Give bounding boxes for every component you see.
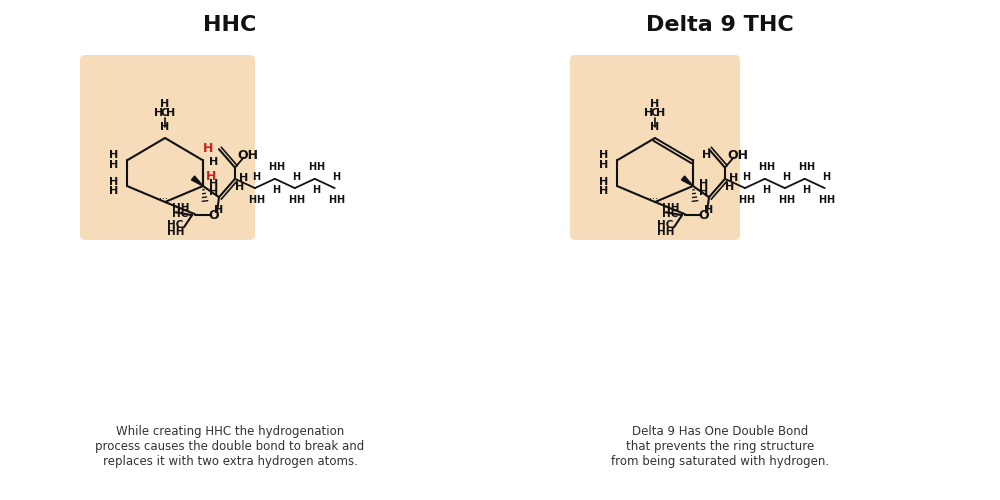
Text: H: H [818,195,826,205]
Text: OH: OH [238,149,258,162]
Text: H: H [599,160,608,170]
Text: HC: HC [662,209,678,219]
Text: H: H [209,158,218,168]
Text: H: H [766,162,774,172]
Text: H: H [599,186,608,196]
Text: H: H [154,108,164,118]
Text: H: H [328,195,336,205]
Text: H: H [160,99,170,109]
Text: H: H [798,162,806,172]
Text: H: H [256,195,264,205]
Text: H: H [312,186,320,196]
Text: H: H [109,150,118,160]
Text: H: H [826,195,834,205]
FancyBboxPatch shape [570,55,740,240]
Text: H: H [292,172,300,181]
Text: H: H [203,142,213,155]
Text: Delta 9 THC: Delta 9 THC [646,15,794,35]
Text: H: H [206,170,216,182]
Text: H: H [296,195,304,205]
Text: H: H [336,195,344,205]
Text: H: H [806,162,814,172]
Text: H: H [316,162,324,172]
Text: HH: HH [172,203,190,213]
Text: H: H [109,177,118,187]
Text: H: H [276,162,284,172]
Text: H: H [109,186,118,196]
Text: H: H [599,150,608,160]
Text: H: H [599,177,608,187]
Text: C: C [651,108,659,118]
Text: HH: HH [167,227,185,237]
Text: While creating HHC the hydrogenation
process causes the double bond to break and: While creating HHC the hydrogenation pro… [95,425,365,468]
Text: H: H [268,162,276,172]
Text: H: H [209,187,218,197]
Text: H: H [786,195,794,205]
Text: H: H [725,182,735,192]
Text: H: H [214,205,224,215]
Text: H: H [699,179,708,189]
Text: H: H [166,108,176,118]
Text: H: H [650,99,660,109]
Text: HC: HC [172,209,188,219]
Text: H: H [738,195,746,205]
Text: C: C [161,108,169,118]
Text: ···: ··· [160,194,168,204]
Polygon shape [191,176,203,186]
Text: H: H [644,108,654,118]
Text: H: H [109,160,118,170]
Text: HH: HH [662,203,680,213]
Text: HC: HC [167,220,183,230]
Text: H: H [239,172,249,182]
Text: H: H [332,172,340,181]
Text: H: H [702,150,711,160]
Text: H: H [822,172,830,181]
Polygon shape [681,176,693,186]
Text: HC: HC [657,220,673,230]
FancyBboxPatch shape [80,55,255,240]
Text: O: O [699,208,709,222]
Text: H: H [742,172,750,181]
Text: H: H [235,182,245,192]
Text: HHC: HHC [203,15,257,35]
Text: H: H [729,172,739,182]
Text: O: O [209,208,219,222]
Text: H: H [758,162,766,172]
Text: H: H [308,162,316,172]
Text: H: H [778,195,786,205]
Text: ···: ··· [650,194,658,204]
Text: H: H [802,186,810,196]
Text: H: H [746,195,754,205]
Text: H: H [288,195,296,205]
Text: H: H [782,172,790,181]
Text: H: H [704,205,714,215]
Text: H: H [160,122,170,132]
Text: H: H [699,187,708,197]
Text: H: H [209,179,218,189]
Text: HH: HH [657,227,674,237]
Text: H: H [252,172,260,181]
Text: OH: OH [728,149,748,162]
Text: H: H [272,186,280,196]
Text: Delta 9 Has One Double Bond
that prevents the ring structure
from being saturate: Delta 9 Has One Double Bond that prevent… [611,425,829,468]
Text: H: H [762,186,770,196]
Text: H: H [656,108,666,118]
Text: H: H [248,195,256,205]
Text: H: H [650,122,660,132]
